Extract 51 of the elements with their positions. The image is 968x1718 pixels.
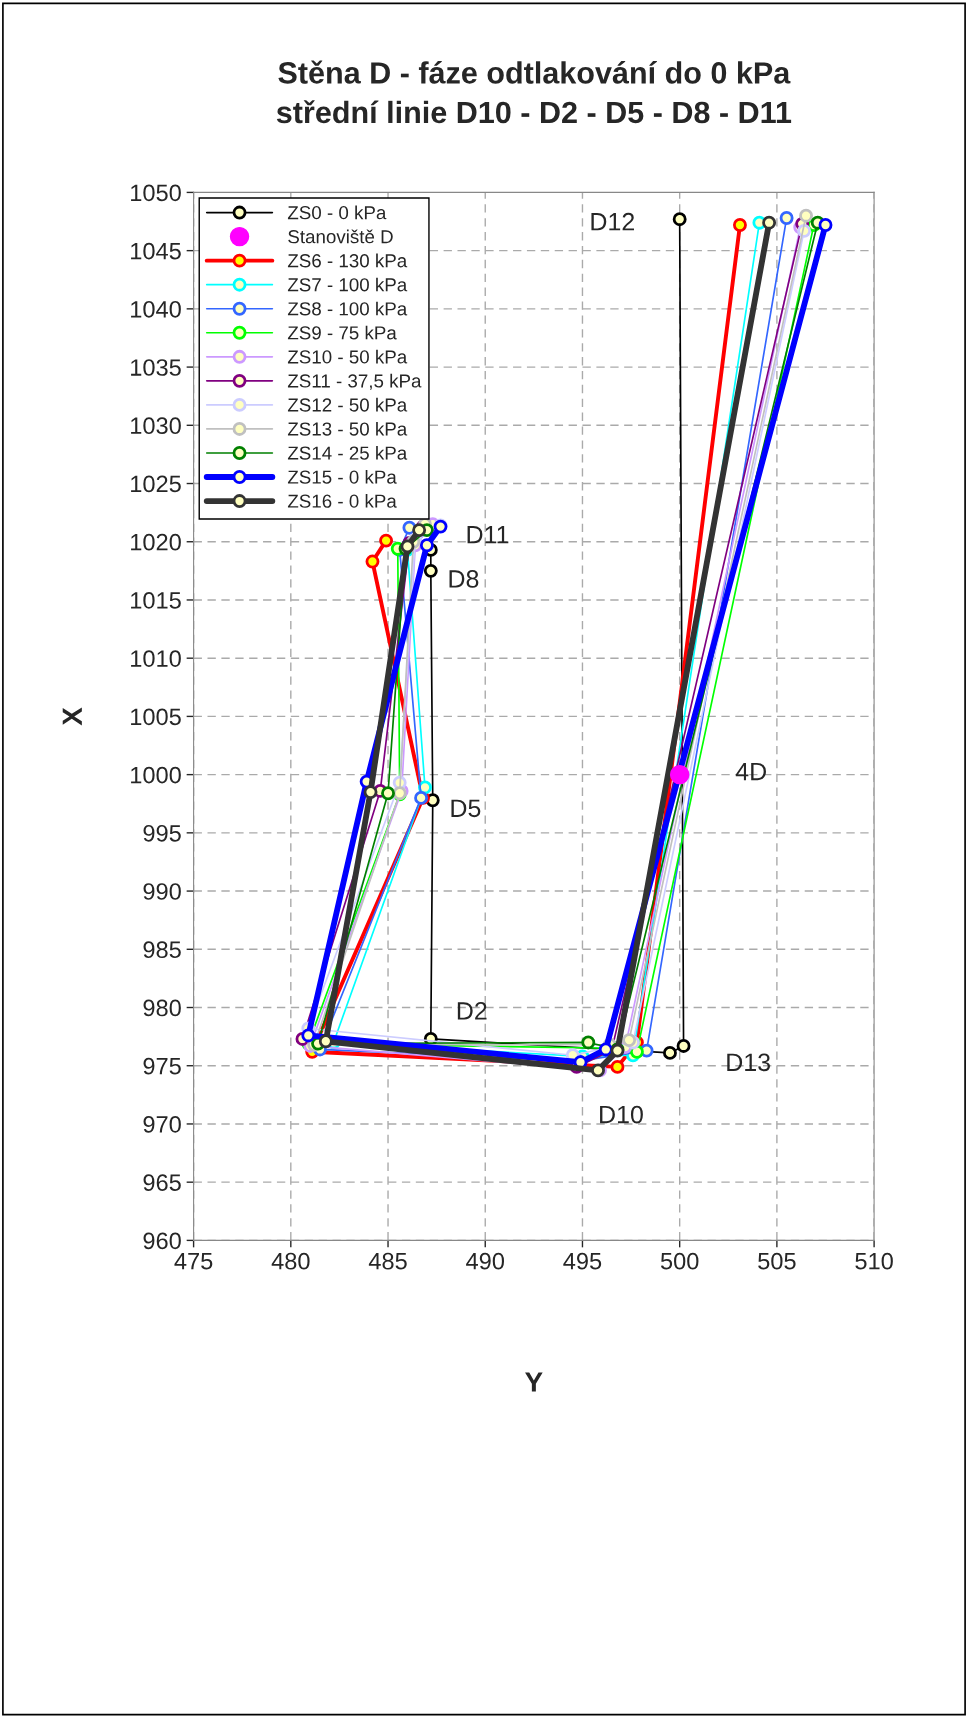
x-tick-label: 485 — [368, 1252, 407, 1270]
y-tick-label: 990 — [143, 883, 181, 900]
y-tick-label: 985 — [143, 941, 181, 959]
y-tick-label: 1025 — [131, 475, 181, 493]
y-tick-label: 1035 — [131, 359, 181, 376]
y-tick-label: 970 — [143, 1116, 181, 1133]
legend-label: ZS6 - 130 kPa — [287, 253, 408, 268]
y-tick-label: 1050 — [131, 184, 181, 202]
y-tick-label: 980 — [143, 999, 181, 1017]
legend-label: ZS9 - 75 kPa — [287, 325, 397, 340]
y-tick-label: 1005 — [131, 708, 181, 726]
legend-label: ZS14 - 25 kPa — [287, 445, 408, 460]
y-tick-label: 1040 — [131, 300, 181, 318]
annotation: D13 — [727, 1053, 770, 1072]
y-tick-label: 1045 — [131, 242, 181, 260]
annotation: D10 — [600, 1105, 643, 1124]
x-tick-label: 505 — [758, 1252, 796, 1270]
x-tick-label: 500 — [660, 1252, 699, 1270]
x-tick-label: 480 — [271, 1252, 310, 1270]
y-tick-label: 960 — [143, 1232, 181, 1250]
y-tick-label: 1015 — [131, 592, 181, 609]
x-tick-label: 510 — [855, 1252, 893, 1270]
y-tick-label: 965 — [143, 1174, 181, 1191]
x-tick-label: 495 — [563, 1252, 602, 1270]
chart-title: Stěna D - fáze odtlakování do 0 kPa střední linie D10 - D2 - D5 - D8 - D11 — [276, 60, 792, 124]
y-tick-label: 1010 — [131, 650, 181, 667]
annotation: D2 — [457, 1002, 487, 1020]
legend-label: ZS8 - 100 kPa — [287, 301, 408, 316]
legend-label: ZS16 - 0 kPa — [287, 494, 397, 508]
legend-label: ZS11 - 37,5 kPa — [287, 373, 422, 390]
legend-label: ZS15 - 0 kPa — [287, 469, 397, 484]
legend-label: ZS13 - 50 kPa — [287, 421, 408, 436]
legend-label: ZS7 - 100 kPa — [287, 277, 408, 292]
annotation: 4D — [735, 762, 766, 781]
y-tick-label: 1000 — [131, 766, 181, 784]
legend-label: ZS12 - 50 kPa — [287, 397, 408, 412]
y-tick-label: 975 — [143, 1057, 181, 1075]
y-axis-title: X — [62, 707, 82, 726]
y-tick-label: 995 — [143, 824, 181, 842]
x-tick-label: 490 — [466, 1252, 505, 1270]
x-axis-title: Y — [525, 1372, 543, 1392]
x-tick-label: 475 — [174, 1253, 213, 1270]
annotation: D5 — [451, 799, 481, 818]
legend-label: ZS0 - 0 kPa — [287, 205, 387, 220]
y-tick-label: 1030 — [131, 417, 181, 435]
annotation: D11 — [467, 526, 509, 544]
legend-label: Stanoviště D — [288, 229, 393, 244]
y-tick-label: 1020 — [131, 533, 181, 551]
annotation: D12 — [591, 212, 634, 231]
legend-label: ZS10 - 50 kPa — [287, 349, 408, 364]
annotation: D8 — [449, 570, 479, 588]
